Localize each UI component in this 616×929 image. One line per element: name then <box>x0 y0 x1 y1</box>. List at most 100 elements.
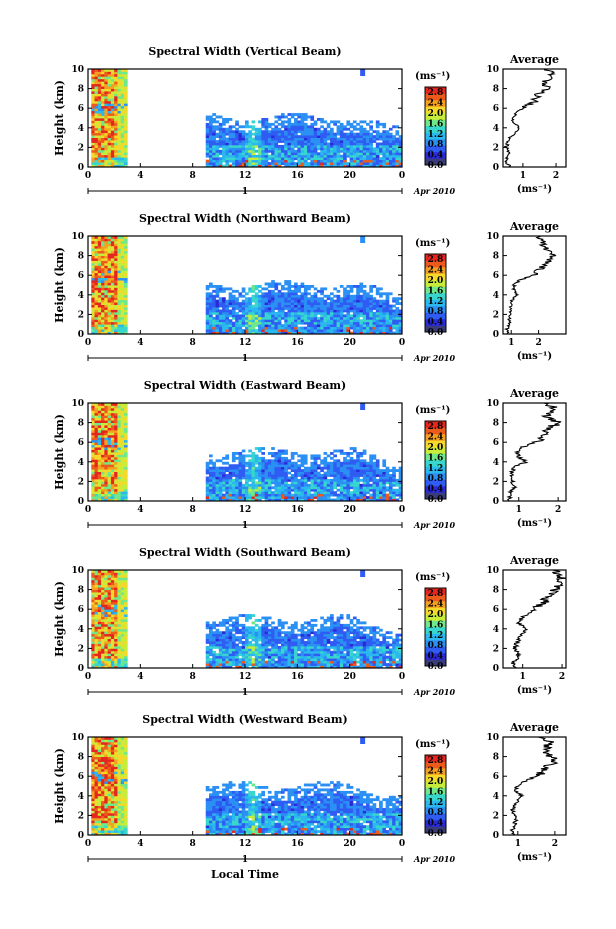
heatmap-cell <box>104 297 109 301</box>
heatmap-cell <box>366 294 370 298</box>
heatmap-cell <box>241 331 246 335</box>
heatmap-cell <box>352 461 357 465</box>
heatmap-cell <box>251 162 256 165</box>
heatmap-cell <box>209 122 213 126</box>
heatmap-cell <box>303 459 308 463</box>
heatmap-cell <box>104 275 109 279</box>
heatmap-cell <box>209 469 213 472</box>
heatmap-cell <box>107 623 112 627</box>
heatmap-cell <box>359 127 364 131</box>
heatmap-cell <box>120 69 125 72</box>
heatmap-cell <box>205 311 210 315</box>
heatmap-cell <box>107 601 112 605</box>
heatmap-cell <box>110 122 115 126</box>
heatmap-cell <box>94 147 99 151</box>
heatmap-cell <box>91 272 95 276</box>
heatmap-cell <box>352 120 357 124</box>
heatmap-cell <box>110 483 115 487</box>
heatmap-cell <box>241 302 246 305</box>
heatmap-cell <box>104 429 109 433</box>
heatmap-cell <box>379 307 383 310</box>
heatmap-cell <box>277 164 282 168</box>
heatmap-cell <box>212 297 216 301</box>
heatmap-cell <box>280 152 285 156</box>
heatmap-cell <box>91 260 95 264</box>
heatmap-cell <box>287 118 292 121</box>
heatmap-cell <box>356 469 360 472</box>
heatmap-cell <box>382 309 387 313</box>
heatmap-cell <box>323 309 328 313</box>
heatmap-cell <box>382 329 387 332</box>
heatmap-cell <box>104 422 109 426</box>
heatmap-cell <box>117 98 122 102</box>
heatmap-cell <box>385 137 390 141</box>
heatmap-cell <box>117 73 122 77</box>
heatmap-cell <box>388 478 393 482</box>
heatmap-cell <box>287 132 292 136</box>
heatmap-cell <box>271 154 275 158</box>
heatmap-cell <box>307 130 311 134</box>
heatmap-cell <box>114 650 118 654</box>
heatmap-cell <box>117 152 122 156</box>
heatmap-cell <box>91 270 95 274</box>
colorbar-swatch <box>425 132 446 140</box>
heatmap-cell <box>320 324 324 328</box>
heatmap-cell <box>277 321 282 325</box>
profile-x-tick-label: 2 <box>535 338 541 348</box>
heatmap-cell <box>297 486 301 490</box>
heatmap-cell <box>352 324 357 328</box>
heatmap-cell <box>398 302 403 305</box>
heatmap-cell <box>101 93 105 97</box>
heatmap-cell <box>310 311 315 315</box>
heatmap-cell <box>107 144 112 148</box>
heatmap-cell <box>101 427 105 431</box>
heatmap-cell <box>307 324 311 328</box>
heatmap-cell <box>97 592 102 595</box>
heatmap-cell <box>101 83 105 87</box>
heatmap-cell <box>101 331 105 335</box>
heatmap-cell <box>349 483 354 487</box>
heatmap-cell <box>323 498 328 502</box>
heatmap-cell <box>307 483 311 487</box>
heatmap-cell <box>356 311 360 315</box>
heatmap-cell <box>366 466 370 470</box>
heatmap-cell <box>356 154 360 158</box>
heatmap-cell <box>333 144 337 148</box>
heatmap-cell <box>330 137 334 141</box>
heatmap-cell <box>120 162 125 165</box>
heatmap-cell <box>91 243 95 247</box>
heatmap-cell <box>97 258 102 261</box>
heatmap-cell <box>114 456 118 460</box>
heatmap-cell <box>385 144 390 148</box>
y-tick-label: 10 <box>71 65 84 75</box>
heatmap-cell <box>123 253 128 256</box>
heatmap-cell <box>225 461 230 465</box>
heatmap-cell <box>91 149 95 153</box>
heatmap-cell <box>117 125 122 129</box>
heatmap-cell <box>359 149 364 153</box>
heatmap-cell <box>280 140 285 143</box>
heatmap-cell <box>392 324 396 328</box>
heatmap-cell <box>101 258 105 261</box>
heatmap-cell <box>110 427 115 431</box>
heatmap-cell <box>261 137 266 141</box>
heatmap-cell <box>267 154 272 158</box>
heatmap-cell <box>101 91 105 94</box>
heatmap-cell <box>362 154 367 158</box>
heatmap-cell <box>271 493 275 497</box>
heatmap-cell <box>94 267 99 271</box>
heatmap-cell <box>369 159 373 163</box>
heatmap-cell <box>101 496 105 499</box>
heatmap-cell <box>264 125 269 129</box>
heatmap-cell <box>277 496 282 499</box>
heatmap-cell <box>343 491 347 495</box>
heatmap-cell <box>284 159 288 163</box>
heatmap-cell <box>346 496 351 499</box>
heatmap-cell <box>245 144 249 148</box>
heatmap-cell <box>97 140 102 143</box>
heatmap-cell <box>277 483 282 487</box>
heatmap-cell <box>277 464 282 468</box>
heatmap-cell <box>205 478 210 482</box>
heatmap-cell <box>352 144 357 148</box>
heatmap-cell <box>307 140 311 143</box>
